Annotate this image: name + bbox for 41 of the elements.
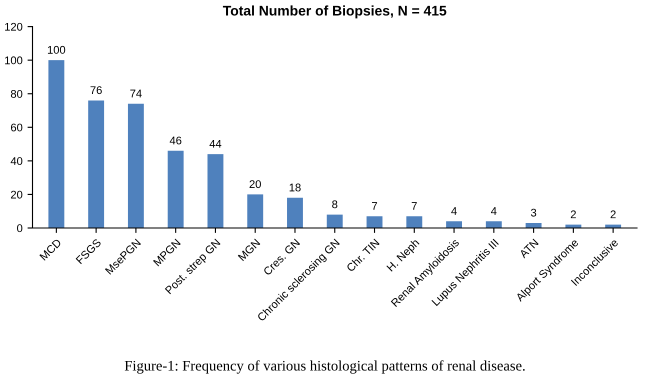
data-label: 4	[490, 207, 497, 215]
bar	[486, 221, 502, 228]
data-label: 18	[290, 184, 301, 192]
data-label: 3	[530, 208, 536, 217]
x-tick-label: Cres. GN	[262, 238, 300, 276]
bar	[565, 224, 582, 228]
bar	[366, 216, 382, 228]
bar	[168, 150, 184, 228]
x-tick-label: Chr. TIN	[346, 238, 380, 272]
data-label: 4	[451, 207, 457, 215]
y-tick-label: 120	[5, 22, 22, 31]
data-label: 2	[610, 210, 616, 218]
y-tick-label: 20	[10, 190, 22, 199]
bar	[605, 224, 622, 228]
y-tick-label: 40	[10, 157, 22, 165]
bar	[326, 214, 343, 228]
data-label: 2	[570, 210, 576, 218]
data-label: 8	[332, 200, 338, 208]
data-label: 7	[372, 202, 378, 210]
bar	[247, 194, 264, 228]
y-tick-label: 80	[10, 90, 22, 98]
chart-title: Total Number of Biopsies, N = 415	[222, 5, 446, 18]
data-label: 74	[130, 90, 142, 98]
bar	[48, 60, 64, 228]
bar	[207, 154, 224, 228]
y-tick-label: 0	[17, 224, 22, 232]
bar	[526, 222, 542, 228]
data-label: 7	[412, 202, 417, 210]
y-tick-label: 60	[10, 124, 22, 132]
bar	[446, 221, 462, 228]
data-label: 76	[90, 86, 102, 94]
y-tick-label: 100	[5, 56, 22, 64]
data-label: 100	[48, 46, 66, 54]
bar	[406, 216, 422, 228]
data-label: 46	[170, 136, 182, 144]
text: Figure-1: Frequency of various histological patterns of renal disease.	[124, 360, 525, 374]
bar	[287, 198, 303, 228]
bar	[88, 100, 104, 228]
data-label: 44	[210, 140, 222, 148]
data-label: 20	[250, 180, 261, 188]
bar	[128, 104, 144, 228]
